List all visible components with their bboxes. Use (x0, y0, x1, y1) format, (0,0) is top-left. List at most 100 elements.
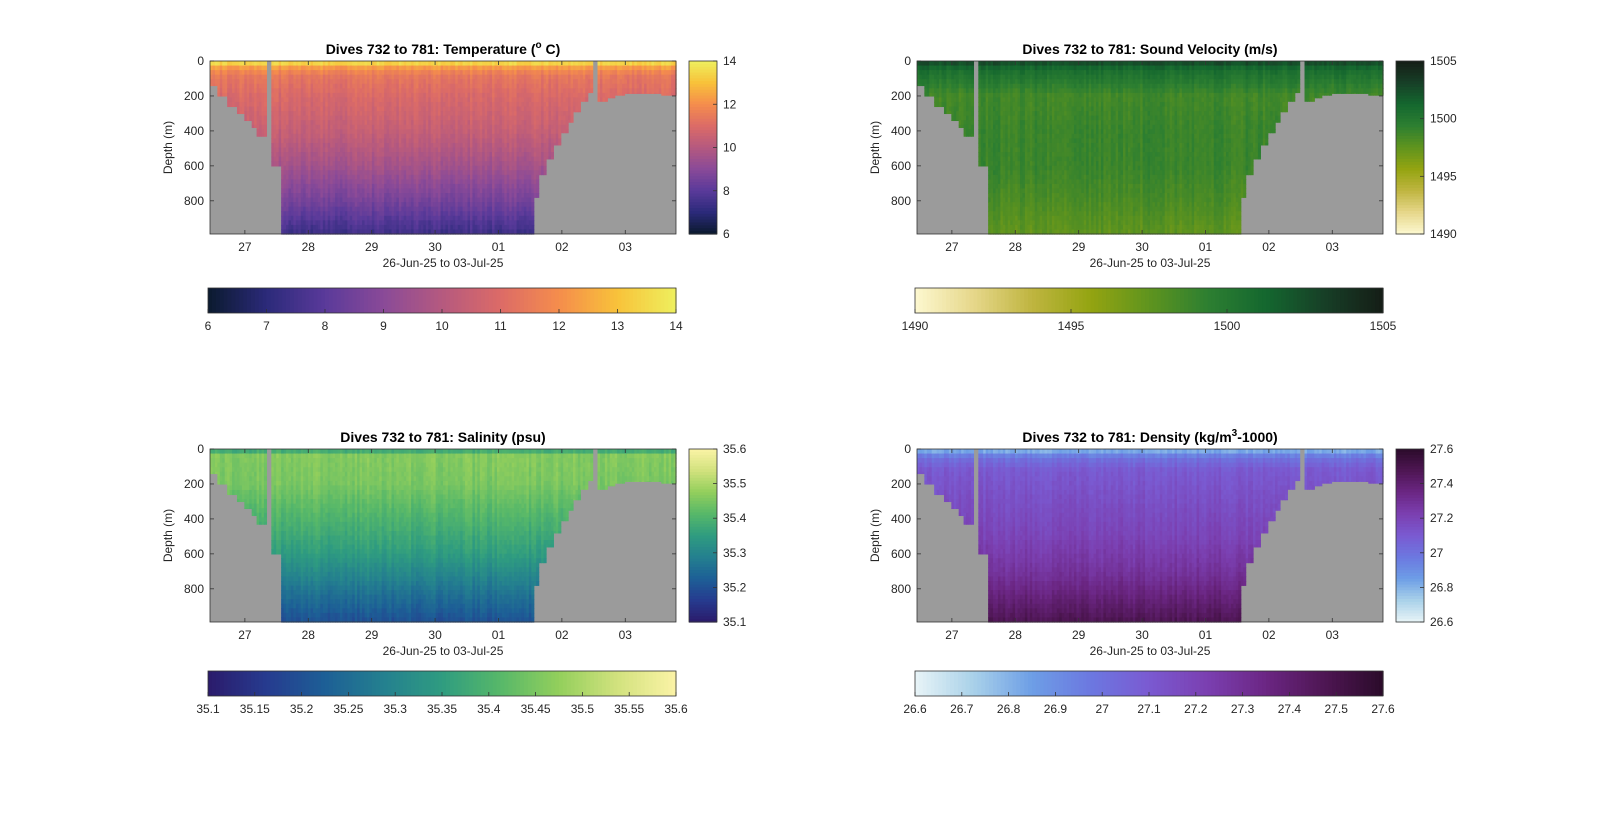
heatmap-cell (477, 206, 481, 212)
heatmap-cell (386, 170, 390, 176)
heatmap-cell (298, 197, 302, 203)
heatmap-cell (352, 193, 356, 199)
heatmap-cell (347, 179, 351, 185)
heatmap-cell (339, 124, 344, 130)
heatmap-cell (452, 61, 456, 67)
heatmap-cell (335, 101, 339, 108)
heatmap-cell (438, 106, 442, 112)
heatmap-cell (303, 138, 307, 144)
heatmap-cell (276, 147, 280, 153)
heatmap-cell (298, 129, 302, 135)
heatmap-cell (403, 92, 407, 99)
heatmap-cell (433, 165, 437, 171)
heatmap-cell (401, 79, 405, 85)
heatmap-cell (381, 152, 385, 158)
heatmap-cell (443, 83, 447, 89)
heatmap-cell (489, 92, 493, 99)
heatmap-cell (462, 179, 466, 185)
heatmap-cell (398, 61, 402, 67)
heatmap-cell (325, 220, 329, 226)
heatmap-cell (450, 106, 454, 112)
heatmap-cell (342, 161, 346, 167)
heatmap-cell (342, 133, 346, 139)
heatmap-cell (320, 83, 324, 89)
heatmap-cell (295, 197, 299, 203)
heatmap-cell (384, 174, 388, 180)
heatmap-cell (332, 179, 336, 185)
heatmap-cell (354, 111, 358, 117)
heatmap-cell (337, 106, 341, 112)
heatmap-cell (501, 79, 505, 85)
heatmap-cell (494, 83, 498, 89)
heatmap-cell (281, 106, 285, 112)
heatmap-cell (393, 220, 397, 226)
heatmap-cell (286, 188, 290, 194)
heatmap-cell (317, 224, 321, 231)
heatmap-cell (450, 133, 454, 139)
heatmap-cell (254, 70, 258, 76)
heatmap-cell (364, 161, 368, 167)
heatmap-cell (249, 70, 253, 76)
heatmap-cell (393, 83, 397, 89)
heatmap-cell (366, 179, 371, 185)
heatmap-cell (295, 229, 299, 235)
heatmap-cell (479, 97, 483, 103)
heatmap-cell (317, 138, 321, 144)
heatmap-cell (467, 161, 471, 167)
heatmap-cell (474, 97, 478, 103)
heatmap-cell (357, 88, 361, 94)
heatmap-cell (389, 215, 393, 221)
heatmap-cell (443, 124, 447, 130)
heatmap-cell (450, 174, 454, 180)
heatmap-cell (398, 106, 402, 112)
heatmap-cell (425, 65, 429, 71)
heatmap-cell (501, 133, 505, 139)
heatmap-cell (438, 88, 442, 94)
heatmap-cell (303, 179, 307, 185)
heatmap-cell (342, 197, 346, 203)
heatmap-cell (391, 129, 395, 135)
heatmap-cell (590, 83, 594, 89)
heatmap-cell (411, 138, 415, 144)
heatmap-cell (303, 174, 307, 180)
heatmap-cell (342, 74, 346, 80)
heatmap-cell (384, 120, 388, 126)
heatmap-cell (374, 61, 378, 67)
heatmap-cell (330, 165, 334, 171)
heatmap-cell (389, 111, 393, 117)
heatmap-cell (327, 142, 331, 149)
heatmap-cell (452, 215, 456, 221)
heatmap-cell (506, 124, 510, 130)
heatmap-cell (288, 220, 292, 226)
heatmap-cell (344, 79, 348, 85)
heatmap-cell (482, 101, 486, 108)
heatmap-cell (501, 65, 505, 71)
heatmap-cell (315, 224, 319, 231)
heatmap-cell (276, 97, 280, 103)
heatmap-cell (254, 97, 258, 103)
heatmap-cell (408, 115, 412, 121)
heatmap-cell (425, 152, 429, 158)
heatmap-cell (418, 88, 422, 94)
heatmap-cell (418, 61, 422, 67)
heatmap-cell (440, 193, 444, 199)
heatmap-cell (295, 111, 299, 117)
heatmap-cell (278, 65, 282, 71)
heatmap-cell (293, 206, 297, 212)
heatmap-cell (339, 215, 344, 221)
heatmap-cell (455, 106, 459, 112)
heatmap-cell (354, 70, 358, 76)
heatmap-cell (246, 115, 250, 121)
heatmap-cell (396, 129, 400, 135)
heatmap-cell (362, 161, 366, 167)
heatmap-cell (359, 156, 363, 162)
heatmap-cell (408, 202, 412, 208)
heatmap-cell (440, 165, 444, 171)
heatmap-cell (344, 215, 348, 221)
heatmap-cell (430, 92, 434, 99)
heatmap-cell (229, 83, 233, 89)
heatmap-cell (496, 129, 501, 135)
heatmap-cell (420, 188, 424, 194)
heatmap-cell (393, 133, 397, 139)
heatmap-cell (472, 206, 476, 212)
